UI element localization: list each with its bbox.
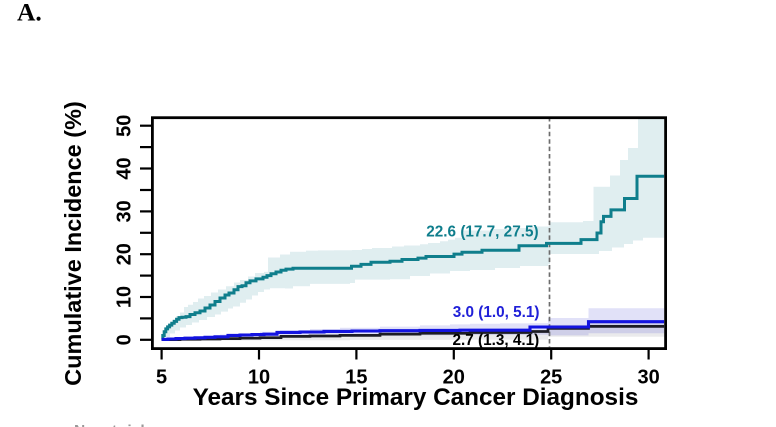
svg-text:10: 10 xyxy=(248,367,270,389)
svg-text:A.: A. xyxy=(17,0,42,26)
svg-text:15: 15 xyxy=(345,367,367,389)
svg-text:0: 0 xyxy=(114,334,136,345)
svg-text:30: 30 xyxy=(114,200,136,222)
svg-text:10: 10 xyxy=(114,286,136,308)
svg-text:50: 50 xyxy=(114,115,136,137)
svg-text:25: 25 xyxy=(540,367,562,389)
svg-text:30: 30 xyxy=(637,367,659,389)
svg-text:20: 20 xyxy=(443,367,465,389)
svg-text:22.6 (17.7, 27.5): 22.6 (17.7, 27.5) xyxy=(426,224,538,241)
svg-text:No. at risk: No. at risk xyxy=(74,423,149,427)
svg-text:40: 40 xyxy=(114,157,136,179)
svg-text:3.0 (1.0, 5.1): 3.0 (1.0, 5.1) xyxy=(453,304,540,321)
svg-text:20: 20 xyxy=(114,243,136,265)
svg-text:Cumulative Incidence (%): Cumulative Incidence (%) xyxy=(60,101,86,386)
svg-text:Years Since Primary Cancer Dia: Years Since Primary Cancer Diagnosis xyxy=(193,384,639,411)
svg-text:2.7 (1.3, 4.1): 2.7 (1.3, 4.1) xyxy=(453,332,540,349)
svg-text:5: 5 xyxy=(156,367,167,389)
